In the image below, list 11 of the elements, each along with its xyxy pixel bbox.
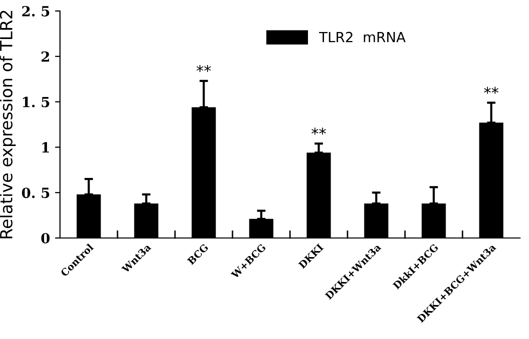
y-tick-label: 1. 5 — [22, 96, 50, 108]
y-axis-title: Relative expression of TLR2 — [0, 10, 16, 238]
y-tick-label: 1 — [42, 142, 49, 152]
annotation: ** — [312, 128, 326, 135]
annotation: ** — [196, 65, 211, 72]
legend-label: TLR2 mRNA — [319, 32, 406, 42]
y-tick-label: 0. 5 — [22, 188, 50, 198]
y-tick-label: 0 — [41, 232, 50, 244]
y-tick-label: 2 — [42, 51, 50, 62]
y-tick-label: 2. 5 — [22, 6, 50, 16]
annotation: ** — [484, 86, 498, 94]
